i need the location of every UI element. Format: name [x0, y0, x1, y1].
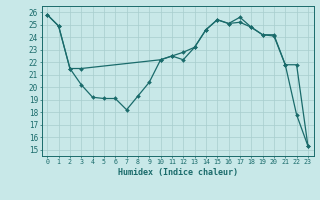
- X-axis label: Humidex (Indice chaleur): Humidex (Indice chaleur): [118, 168, 237, 177]
